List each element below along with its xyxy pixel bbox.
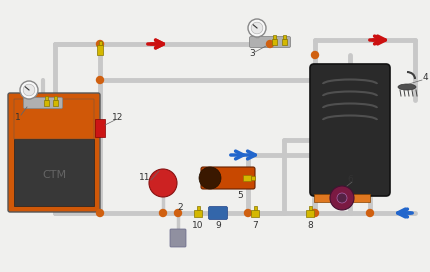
FancyBboxPatch shape	[24, 97, 62, 109]
Bar	[43, 100, 49, 106]
Bar	[95, 119, 105, 137]
Bar	[14, 99, 94, 139]
Text: 10: 10	[192, 221, 204, 230]
Bar	[98, 41, 101, 45]
Text: 11: 11	[139, 174, 151, 183]
Circle shape	[175, 209, 181, 217]
Circle shape	[96, 125, 104, 131]
Circle shape	[245, 209, 252, 217]
Circle shape	[311, 51, 319, 58]
Circle shape	[149, 169, 177, 197]
Text: 6: 6	[347, 175, 353, 184]
Text: 1: 1	[15, 113, 21, 122]
FancyBboxPatch shape	[249, 36, 291, 48]
Circle shape	[337, 193, 347, 203]
Bar	[53, 96, 56, 100]
Bar	[256, 28, 259, 38]
Circle shape	[248, 19, 266, 37]
Bar	[97, 45, 103, 55]
Circle shape	[267, 41, 273, 48]
Bar	[273, 35, 276, 39]
Text: 3: 3	[249, 50, 255, 58]
Bar	[251, 176, 255, 180]
Text: 7: 7	[252, 221, 258, 230]
Bar	[282, 39, 286, 45]
Text: CTM: CTM	[42, 171, 66, 181]
FancyBboxPatch shape	[201, 167, 255, 189]
Text: 9: 9	[215, 221, 221, 230]
Bar	[52, 100, 58, 106]
Bar	[44, 96, 47, 100]
Text: 8: 8	[307, 221, 313, 230]
Bar	[283, 35, 286, 39]
Bar	[254, 206, 257, 209]
Bar	[308, 206, 311, 209]
Bar	[314, 194, 332, 202]
Circle shape	[199, 167, 221, 189]
FancyBboxPatch shape	[209, 206, 227, 220]
Circle shape	[330, 186, 354, 210]
Bar	[251, 209, 259, 217]
Bar	[194, 209, 202, 217]
FancyBboxPatch shape	[170, 229, 186, 247]
Circle shape	[23, 84, 35, 96]
Bar	[197, 206, 200, 209]
Text: 4: 4	[422, 73, 428, 82]
Circle shape	[96, 41, 104, 48]
Circle shape	[251, 22, 263, 34]
Bar	[271, 39, 276, 45]
Bar	[28, 90, 31, 99]
Bar	[243, 175, 251, 181]
Bar	[306, 209, 314, 217]
Bar	[352, 194, 370, 202]
Circle shape	[310, 209, 317, 217]
Circle shape	[20, 81, 38, 99]
Ellipse shape	[398, 84, 416, 90]
Bar	[14, 139, 94, 206]
Circle shape	[160, 209, 166, 217]
Text: 5: 5	[237, 191, 243, 200]
FancyBboxPatch shape	[8, 93, 100, 212]
Circle shape	[366, 209, 374, 217]
Text: 12: 12	[112, 113, 124, 122]
Circle shape	[311, 209, 319, 217]
Text: 2: 2	[177, 202, 183, 212]
FancyBboxPatch shape	[310, 64, 390, 196]
Circle shape	[96, 76, 104, 84]
Circle shape	[96, 209, 104, 217]
